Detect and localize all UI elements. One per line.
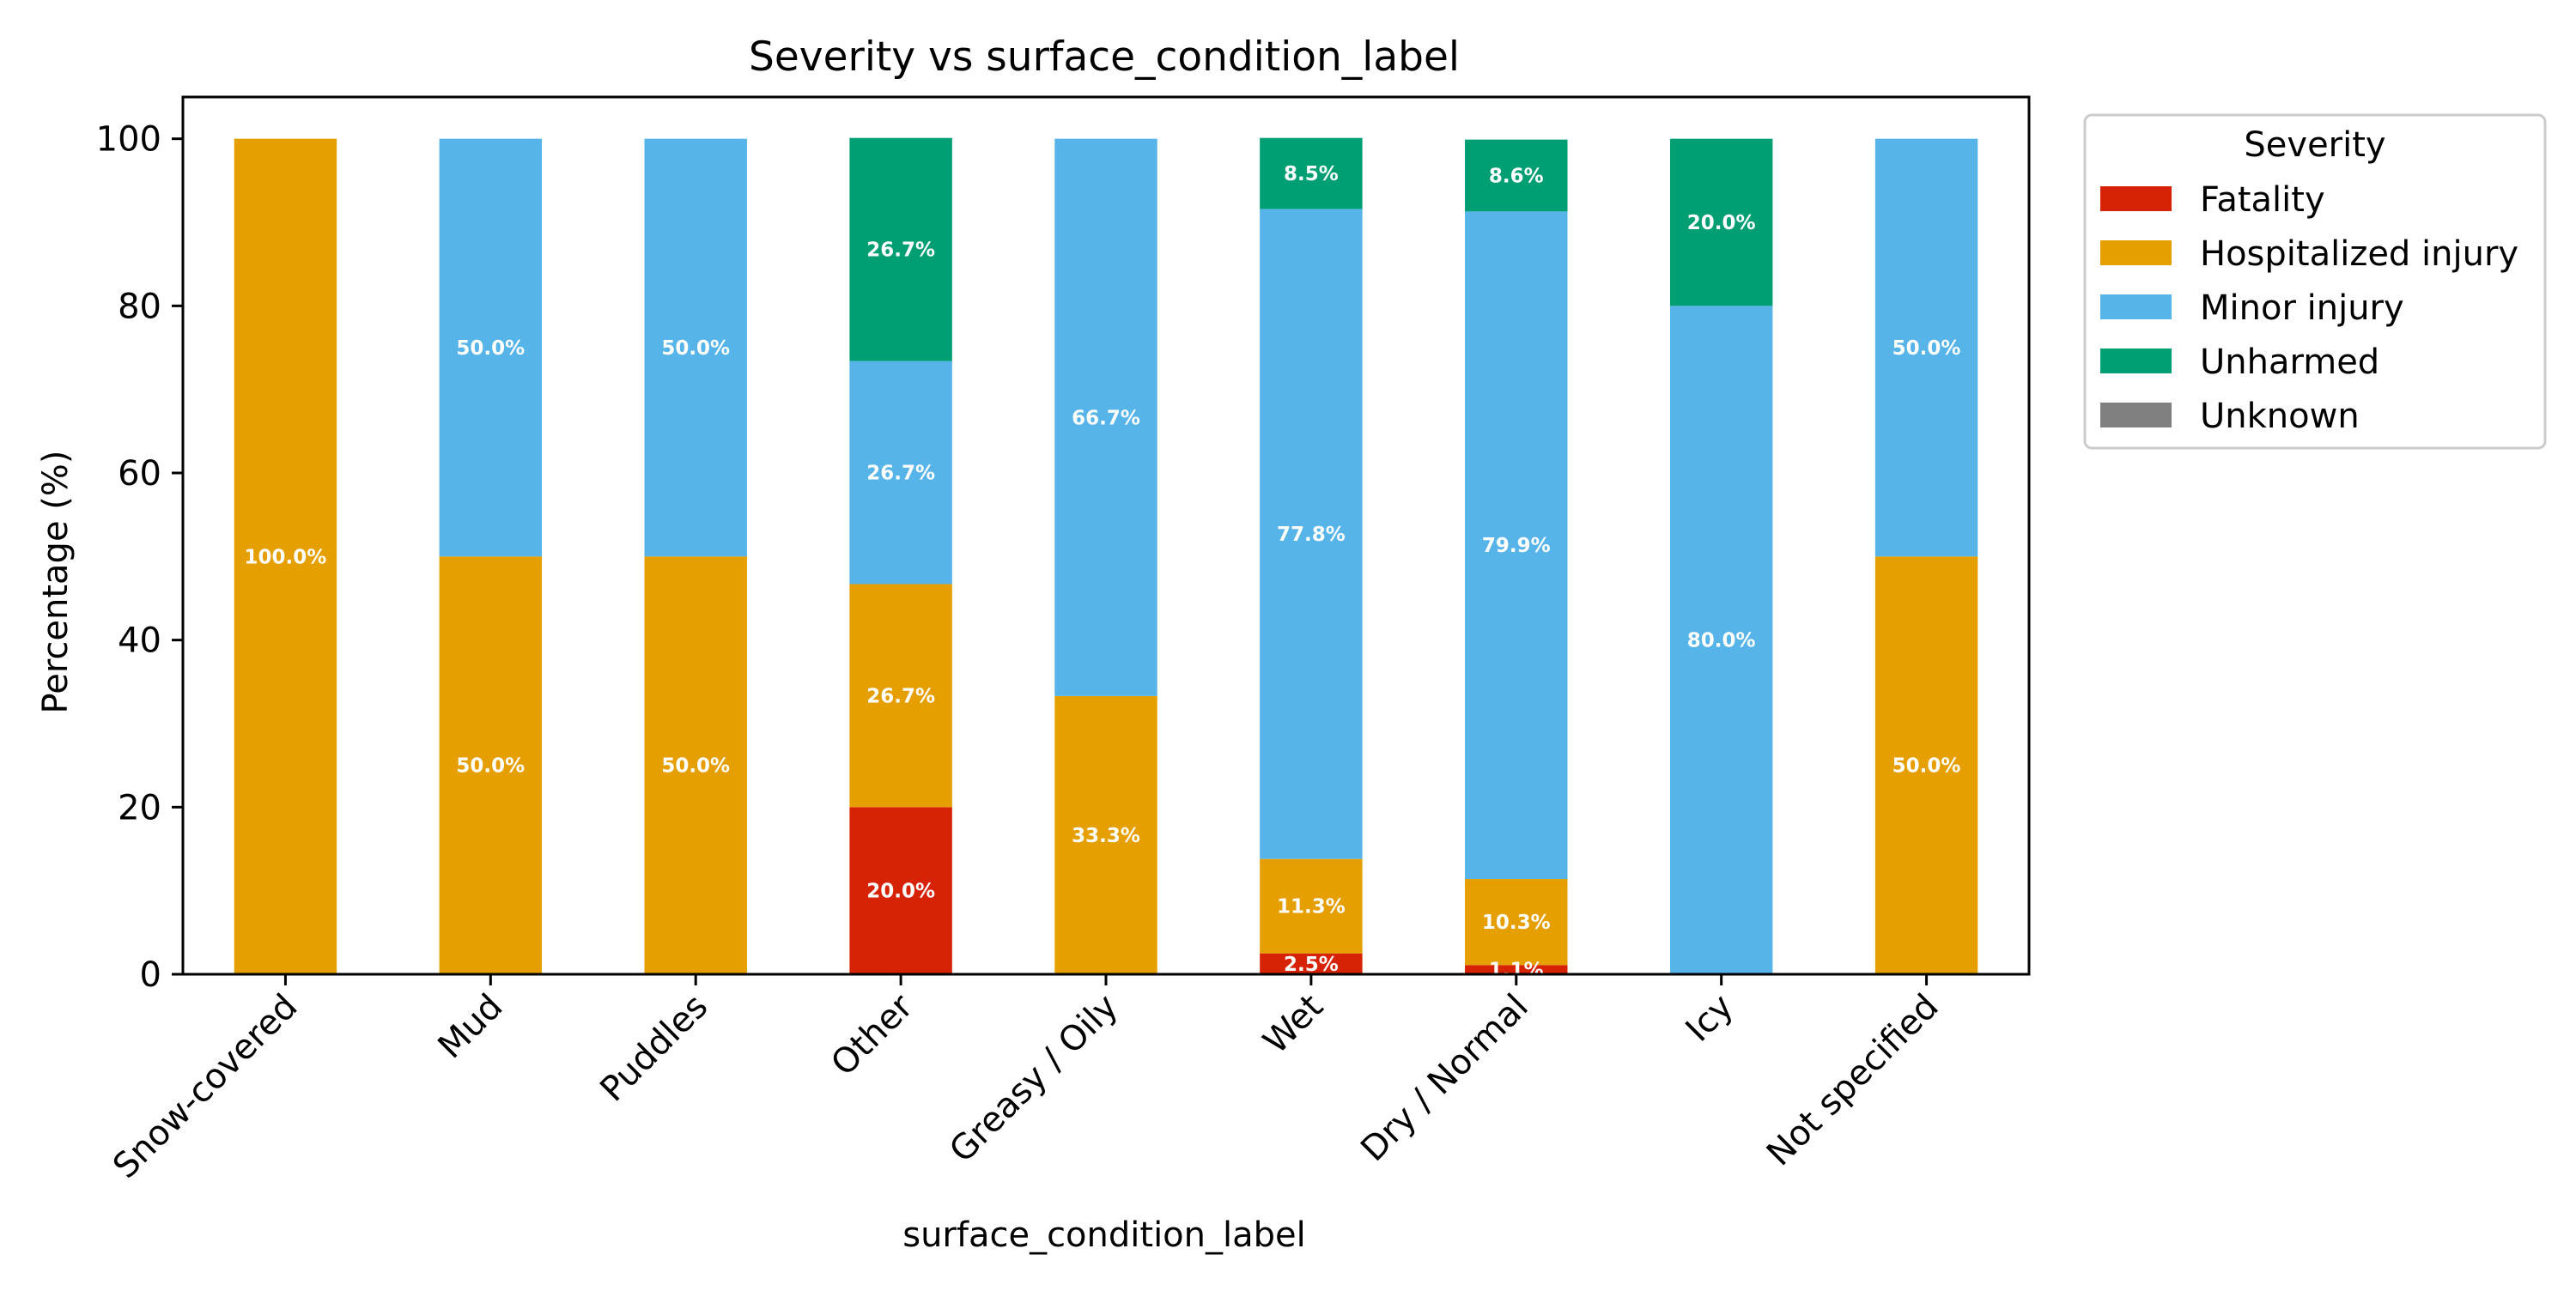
x-tick-label-not-specified: Not specified xyxy=(1759,987,1947,1174)
legend-swatch-minor-injury xyxy=(2100,294,2172,319)
y-tick-label-20: 20 xyxy=(118,788,161,827)
x-tick-label-snow-covered: Snow-covered xyxy=(106,987,305,1186)
data-label-hospitalized-injury-snow-covered: 100.0% xyxy=(245,546,327,568)
data-label-unharmed-dry-normal: 8.6% xyxy=(1489,165,1544,187)
x-tick-label-puddles: Puddles xyxy=(592,987,715,1110)
y-tick-label-40: 40 xyxy=(118,621,161,661)
data-label-hospitalized-injury-wet: 11.3% xyxy=(1277,896,1346,918)
data-label-unharmed-wet: 8.5% xyxy=(1284,163,1339,185)
chart-title: Severity vs surface_condition_label xyxy=(749,33,1460,81)
data-label-unharmed-other: 26.7% xyxy=(866,239,935,262)
bar-fatality-other xyxy=(849,807,952,974)
x-tick-label-dry-normal: Dry / Normal xyxy=(1353,987,1536,1170)
bar-unharmed-icy xyxy=(1669,138,1773,306)
x-tick-label-other: Other xyxy=(823,986,920,1083)
data-label-minor-injury-dry-normal: 79.9% xyxy=(1482,535,1551,557)
y-axis-label: Percentage (%) xyxy=(36,451,76,714)
legend-label-hospitalized-injury: Hospitalized injury xyxy=(2200,234,2518,274)
data-label-fatality-other: 20.0% xyxy=(866,881,935,903)
data-labels-layer: 100.0% 50.0% 50.0% 50.0% 50.0% 20.0% 26.7% 26.7… xyxy=(245,163,1961,982)
bar-hospitalized-injury-wet xyxy=(1260,858,1363,954)
bar-minor-injury-wet xyxy=(1260,209,1363,859)
data-label-minor-injury-icy: 80.0% xyxy=(1687,630,1756,652)
legend-label-unharmed: Unharmed xyxy=(2200,342,2379,382)
bar-unharmed-wet xyxy=(1260,137,1363,209)
legend-swatch-fatality xyxy=(2100,186,2172,211)
data-label-hospitalized-injury-mud: 50.0% xyxy=(456,755,525,778)
bar-minor-injury-greasy-oily xyxy=(1054,138,1157,696)
legend-swatch-unharmed xyxy=(2100,349,2172,373)
bar-hospitalized-injury-mud xyxy=(439,556,543,974)
y-tick-label-0: 0 xyxy=(140,955,161,995)
legend-frame xyxy=(2083,113,2547,450)
bar-hospitalized-injury-dry-normal xyxy=(1465,879,1568,966)
bar-fatality-dry-normal xyxy=(1465,965,1568,974)
bar-minor-injury-dry-normal xyxy=(1465,211,1568,880)
bar-unharmed-other xyxy=(849,137,952,361)
data-label-hospitalized-injury-dry-normal: 10.3% xyxy=(1482,912,1551,934)
data-label-minor-injury-puddles: 50.0% xyxy=(661,337,730,360)
y-tick-label-80: 80 xyxy=(118,287,161,326)
data-label-minor-injury-wet: 77.8% xyxy=(1277,524,1346,546)
data-label-hospitalized-injury-not-specified: 50.0% xyxy=(1893,755,1961,778)
y-tick-label-60: 60 xyxy=(118,454,161,494)
bar-hospitalized-injury-puddles xyxy=(644,556,747,974)
bar-minor-injury-puddles xyxy=(644,138,747,557)
bar-minor-injury-icy xyxy=(1669,306,1773,974)
bar-fatality-wet xyxy=(1260,953,1363,974)
x-tick-label-mud: Mud xyxy=(431,987,511,1067)
bar-unharmed-dry-normal xyxy=(1465,139,1568,212)
bar-hospitalized-injury-other xyxy=(849,584,952,808)
data-label-fatality-wet: 2.5% xyxy=(1284,954,1339,976)
bar-minor-injury-not-specified xyxy=(1874,138,1978,557)
bar-hospitalized-injury-not-specified xyxy=(1874,556,1978,974)
legend-title: Severity xyxy=(2244,125,2385,165)
data-label-unharmed-icy: 20.0% xyxy=(1687,212,1756,234)
data-label-minor-injury-not-specified: 50.0% xyxy=(1893,337,1961,360)
legend-swatch-unknown xyxy=(2100,403,2172,427)
bar-minor-injury-mud xyxy=(439,138,543,557)
legend-label-unknown: Unknown xyxy=(2200,397,2360,436)
x-tick-label-greasy-oily: Greasy / Oily xyxy=(942,987,1126,1171)
data-label-hospitalized-injury-puddles: 50.0% xyxy=(661,755,730,778)
data-label-minor-injury-other: 26.7% xyxy=(866,463,935,485)
bar-hospitalized-injury-snow-covered xyxy=(234,138,337,974)
bar-hospitalized-injury-greasy-oily xyxy=(1054,695,1157,974)
data-label-hospitalized-injury-greasy-oily: 33.3% xyxy=(1072,825,1140,847)
x-tick-label-icy: Icy xyxy=(1679,987,1741,1050)
legend-label-minor-injury: Minor injury xyxy=(2200,288,2404,328)
data-label-minor-injury-mud: 50.0% xyxy=(456,337,525,360)
bars-layer xyxy=(234,137,1978,974)
data-label-hospitalized-injury-other: 26.7% xyxy=(866,685,935,707)
legend: Severity Fatality Hospitalized injury Mino… xyxy=(2083,113,2547,450)
legend-swatch-hospitalized-injury xyxy=(2100,240,2172,265)
data-label-minor-injury-greasy-oily: 66.7% xyxy=(1072,407,1140,429)
bar-minor-injury-other xyxy=(849,361,952,585)
y-tick-label-100: 100 xyxy=(96,120,161,160)
legend-label-fatality: Fatality xyxy=(2200,180,2325,220)
x-tick-label-wet: Wet xyxy=(1256,987,1331,1062)
x-axis-label: surface_condition_label xyxy=(902,1215,1306,1255)
legend-items: Fatality Hospitalized injury Minor injury U… xyxy=(2100,180,2518,436)
